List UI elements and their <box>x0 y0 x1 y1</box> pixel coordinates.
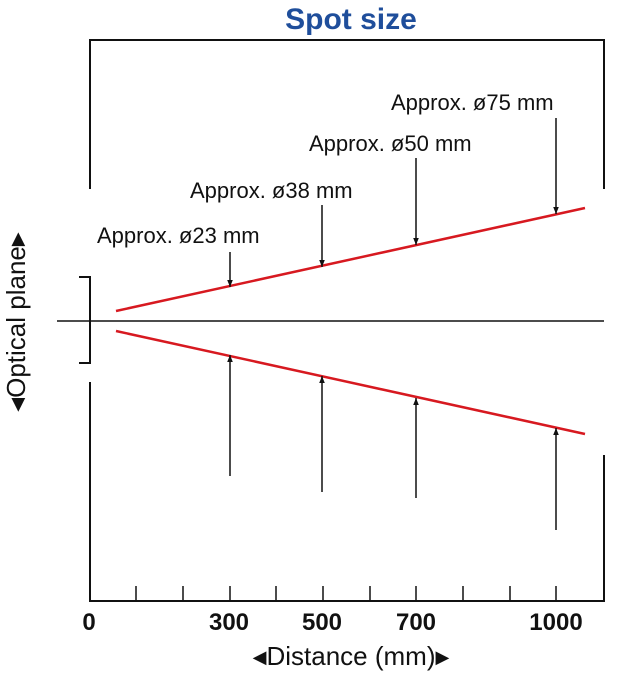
optical-plane-label: ◀Optical plane▶ <box>1 232 31 412</box>
tick-label-700: 700 <box>396 609 436 636</box>
tick-label-300: 300 <box>209 609 249 636</box>
up-arrow-icon: ▶ <box>7 232 27 246</box>
distance-label-text: Distance (mm) <box>266 641 435 671</box>
left-arrow-icon: ◀ <box>253 647 267 667</box>
annotation-700: Approx. ø50 mm <box>309 131 472 156</box>
top-bracket <box>89 39 605 189</box>
tick-label-500: 500 <box>302 609 342 636</box>
right-arrow-icon: ▶ <box>436 647 450 667</box>
annotation-500: Approx. ø38 mm <box>190 178 353 203</box>
tick-label-0: 0 <box>82 609 95 636</box>
distance-axis-frame <box>89 382 605 602</box>
optical-plane-label-text: Optical plane <box>1 246 31 398</box>
beam-lower-edge <box>115 329 586 436</box>
distance-label: ◀Distance (mm)▶ <box>253 641 450 671</box>
tick-label-1000: 1000 <box>529 609 582 636</box>
down-arrow-icon: ◀ <box>7 398 27 412</box>
annotation-1000: Approx. ø75 mm <box>391 90 554 115</box>
beam-upper-edge <box>115 206 586 313</box>
emitter-bracket <box>79 276 91 364</box>
axis-ticks <box>135 586 557 601</box>
diagram-title: Spot size <box>285 3 417 36</box>
annotation-300: Approx. ø23 mm <box>97 223 260 248</box>
